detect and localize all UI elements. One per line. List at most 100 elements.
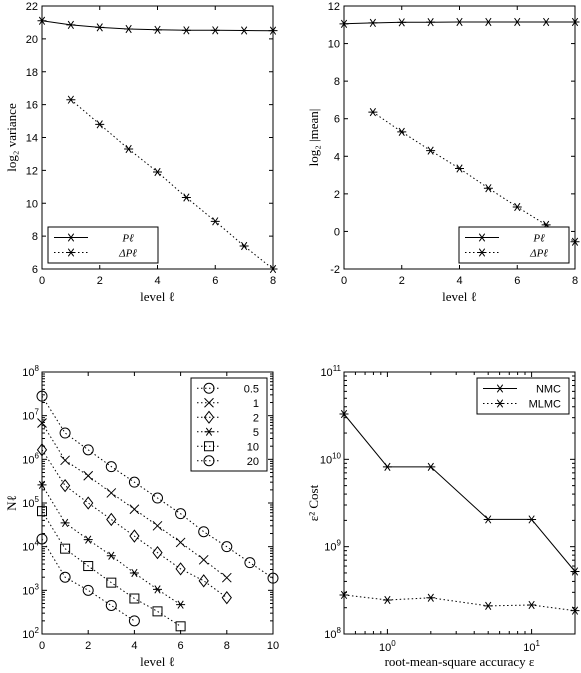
series-1 [368,108,580,246]
y-tick-label: 18 [26,67,38,79]
data-point [59,427,71,439]
legend-marker [203,410,215,424]
legend-label: Pℓ [532,233,545,245]
x-tick-label: 2 [85,640,91,652]
series-line [41,395,274,579]
data-point [210,26,220,35]
data-point [124,144,134,154]
data-point [66,95,76,104]
y-tick-label: 12 [328,1,340,13]
series-1 [339,590,580,615]
y-tick-label: 20 [26,34,38,46]
legend-label: ΔPℓ [529,248,548,260]
data-point [512,17,522,27]
x-tick-label: 8 [224,640,230,652]
data-point [176,600,186,609]
data-point [106,512,117,527]
x-axis-label: level ℓ [140,289,175,304]
data-point [129,593,140,604]
series-line [41,449,228,599]
data-point [105,461,117,473]
series-line [41,510,181,627]
data-point [268,264,278,274]
y-tick-label: 108 [22,364,39,379]
x-tick-label: 6 [514,275,520,287]
data-point [59,478,71,493]
y-tick-label: 14 [26,133,38,145]
data-point [83,470,94,481]
data-point [181,193,191,202]
data-point [175,621,186,632]
data-point [239,26,249,35]
y-tick-label: 8 [32,231,38,243]
legend: Pℓ ΔPℓ [47,226,159,264]
x-axis-label: level ℓ [140,654,175,669]
y-tick-label: 104 [22,539,39,554]
data-point [244,557,256,569]
data-point [153,25,162,34]
data-point [382,462,392,471]
series-line [343,594,576,612]
y-tick-label: 16 [26,100,38,112]
data-point [221,541,233,553]
legend: 0.5 1 2 5 10 20 [190,377,268,472]
data-point [106,577,117,588]
data-point [527,515,537,524]
series-line [343,413,576,572]
legend-label: MLMC [529,399,561,411]
data-point [175,537,186,548]
legend-label: ΔPℓ [118,248,137,260]
data-point [483,515,493,524]
data-point [95,23,105,32]
data-point [483,17,493,27]
plot-frame [343,371,576,635]
data-point [198,526,210,538]
data-point [239,241,249,251]
data-point [82,444,94,456]
data-point [152,545,163,560]
y-tick-label: 1010 [320,451,342,466]
legend: Pℓ ΔPℓ [458,226,570,264]
y-axis-label: log₂ variance [4,103,19,172]
data-point [397,18,407,27]
data-point [221,572,232,583]
y-tick-label: 10 [26,198,38,210]
legend-label: 1 [253,398,259,410]
data-point [221,590,232,605]
data-point [60,518,70,528]
series-0 [37,16,278,35]
data-point [541,17,551,27]
data-point [339,409,349,419]
x-tick-label: 4 [456,275,462,287]
data-point [426,146,436,155]
y-tick-label: 4 [334,151,340,163]
data-point [198,554,209,565]
legend-marker [203,382,215,394]
data-point [37,16,47,25]
data-point [106,551,116,560]
series-line [372,111,576,243]
chart-4: 100 101 108 109 1010 1011 root-mean-square acc… [306,364,580,669]
data-point [36,390,48,402]
series-0 [339,17,580,28]
data-point [210,217,220,226]
legend-marker [477,233,487,242]
series-0 [36,390,279,584]
x-tick-label: 100 [379,639,396,654]
data-point [83,496,94,510]
data-point [175,562,186,576]
data-point [83,535,93,544]
legend-marker [66,233,76,242]
data-point [426,18,436,27]
data-point [426,593,436,602]
data-point [175,508,187,520]
x-tick-label: 0 [39,640,45,652]
x-tick-label: 6 [178,640,184,652]
legend-label: 20 [247,456,259,468]
series-4 [37,506,186,632]
series-1 [66,95,278,274]
data-point [128,476,140,488]
x-tick-label: 8 [572,275,578,287]
legend-box [190,377,268,472]
